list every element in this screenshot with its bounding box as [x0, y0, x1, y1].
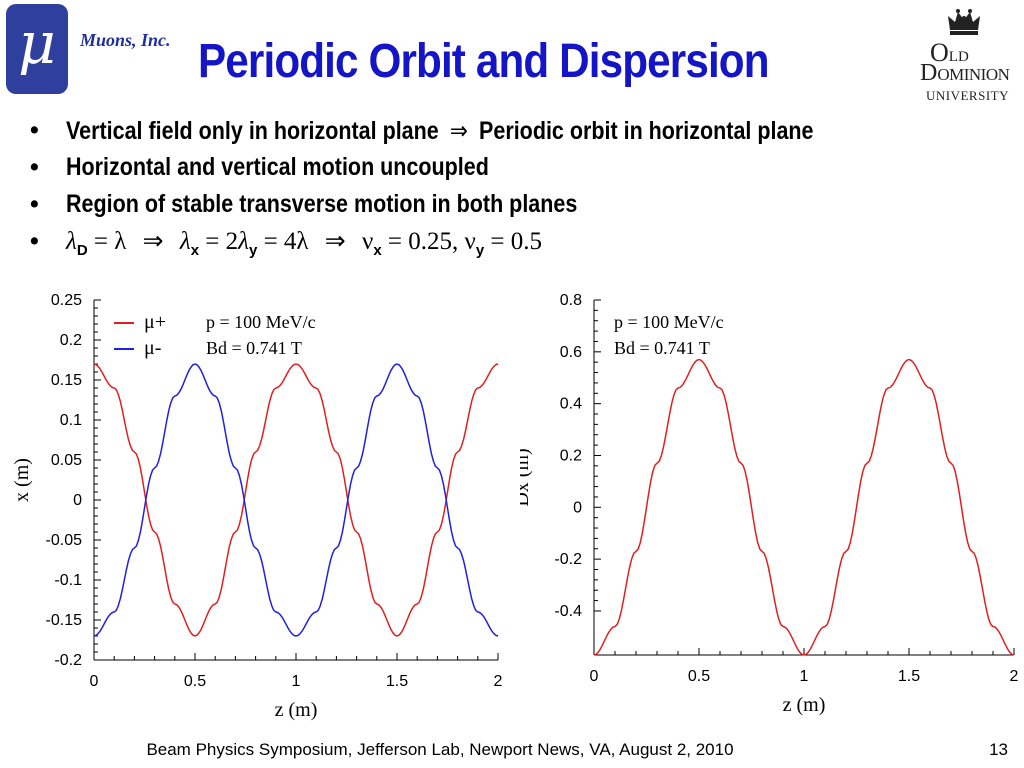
y-tick-label: 0: [73, 492, 82, 509]
odu-old-initial: O: [930, 38, 949, 67]
x-tick-label: 1.5: [386, 673, 408, 690]
mu-logo-symbol: μ: [18, 9, 56, 77]
x-tick-label: 0: [590, 668, 599, 685]
y-tick-label: 0.2: [60, 332, 82, 349]
bullet-marker: •: [30, 116, 39, 144]
x-axis-label: z (m): [275, 699, 318, 721]
y-axis-label: x (m): [11, 458, 33, 502]
bullet-marker: •: [30, 153, 39, 181]
company-name: Muons, Inc.: [80, 30, 171, 50]
implies-arrow: ⇒: [449, 116, 468, 145]
y-axis-label: Dx (m): [520, 448, 533, 506]
legend-label: μ+: [144, 311, 166, 333]
y-tick-label: 0.25: [51, 292, 82, 309]
y-tick-label: -0.1: [54, 572, 82, 589]
bullet-text: Periodic orbit in horizontal plane: [479, 117, 814, 145]
muons-logo: μ: [6, 4, 68, 94]
orbit-chart: 0 0.5 1 1.5 2 0.25 0.2 0.15 0.1 0.05 0 -0.05 -0.1 -0.…: [11, 292, 503, 721]
x-tick-label: 2: [494, 673, 503, 690]
bullet-item: • Vertical field only in horizontal plan…: [30, 112, 1020, 149]
chart-annotation: Bd = 0.741 T: [206, 338, 302, 358]
x-tick-label: 0.5: [688, 668, 710, 685]
footer-text: Beam Physics Symposium, Jefferson Lab, N…: [146, 740, 734, 759]
odu-university: UNIVERSITY: [926, 88, 1009, 103]
x-tick-label: 1.5: [898, 668, 920, 685]
y-tick-label: 0.05: [51, 452, 82, 469]
x-tick-label: 0: [90, 673, 99, 690]
y-tick-label: -0.2: [554, 551, 582, 568]
y-tick-label: -0.4: [554, 603, 582, 620]
bullet-marker: •: [30, 227, 39, 255]
y-tick-label: 0: [573, 499, 582, 516]
y-tick-label: 0.4: [560, 396, 582, 413]
y-tick-label: 0.2: [560, 447, 582, 464]
y-tick-label: 0.8: [560, 292, 582, 309]
bullet-item: • Region of stable transverse motion in …: [30, 186, 1020, 223]
bullet-item: • λD = λ ⇒ λx = 2λy = 4λ ⇒ νx = 0.25, νy…: [30, 223, 1020, 260]
crown-icon: [948, 9, 980, 35]
x-tick-label: 1: [800, 668, 809, 685]
slide-title: Periodic Orbit and Dispersion: [198, 35, 770, 88]
bullet-text: Horizontal and vertical motion uncoupled: [66, 153, 489, 181]
series-line: [93, 363, 499, 637]
x-tick-label: 2: [1010, 668, 1019, 685]
odu-old-rest: LD: [948, 49, 969, 65]
y-tick-label: 0.6: [560, 344, 582, 361]
chart-annotation: Bd = 0.741 T: [614, 338, 710, 358]
y-tick-label: -0.05: [46, 532, 83, 549]
bullet-marker: •: [30, 190, 39, 218]
y-tick-label: 0.15: [51, 372, 82, 389]
dispersion-chart: 0 0.5 1 1.5 2 0.8 0.6 0.4 0.2 0 -0.2 -0.4 z (m) Dx (m…: [520, 292, 1019, 716]
x-tick-label: 1: [292, 673, 301, 690]
y-tick-label: -0.2: [54, 652, 82, 669]
y-tick-label: 0.1: [60, 412, 82, 429]
chart-annotation: p = 100 MeV/c: [614, 312, 724, 332]
x-tick-label: 0.5: [184, 673, 206, 690]
odu-dominion-rest: OMINION: [937, 65, 1010, 84]
series-line: [93, 363, 499, 637]
legend-label: μ-: [144, 337, 161, 359]
bullet-text: Region of stable transverse motion in bo…: [66, 190, 578, 218]
series-line: [593, 358, 1015, 656]
tune-equation: λD = λ ⇒ λx = 2λy = 4λ ⇒ νx = 0.25, νy =…: [66, 228, 543, 259]
y-tick-label: -0.15: [46, 612, 83, 629]
odu-logo: OLD DOMINION UNIVERSITY: [914, 6, 1018, 106]
bullet-list: • Vertical field only in horizontal plan…: [30, 112, 1020, 260]
chart-annotation: p = 100 MeV/c: [206, 312, 316, 332]
odu-dominion-initial: D: [920, 60, 938, 86]
x-axis-label: z (m): [783, 694, 826, 716]
bullet-item: • Horizontal and vertical motion uncoupl…: [30, 149, 1020, 186]
bullet-text: Vertical field only in horizontal plane: [66, 117, 439, 145]
page-number: 13: [989, 740, 1008, 759]
